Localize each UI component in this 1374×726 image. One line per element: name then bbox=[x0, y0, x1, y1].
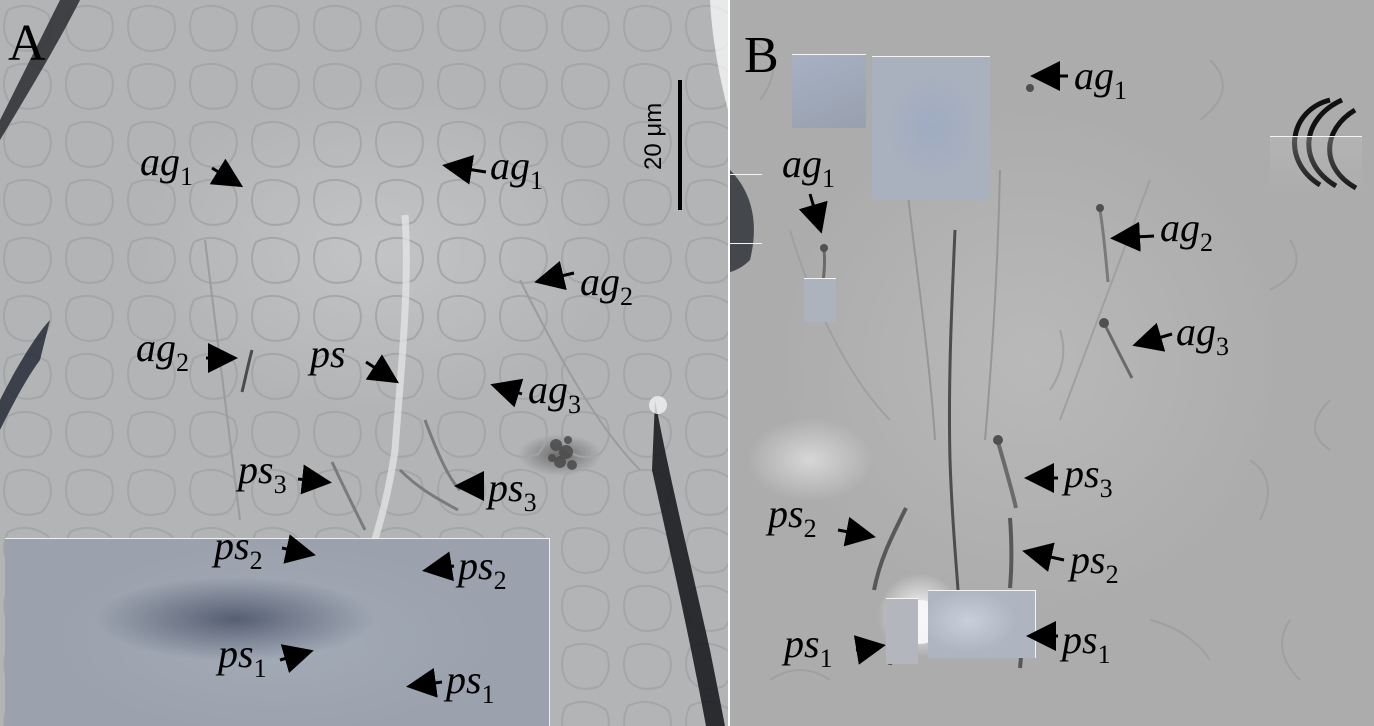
label-ps1-right: ps1 bbox=[446, 657, 495, 709]
label-ps3-right: ps3 bbox=[488, 465, 537, 517]
label-ps3: ps3 bbox=[1064, 451, 1113, 503]
arrow-ag1-right bbox=[442, 154, 487, 185]
panel-a-arrows bbox=[206, 154, 575, 698]
label-ag2-right: ag2 bbox=[580, 259, 633, 311]
label-ag1-top: ag1 bbox=[1074, 53, 1127, 105]
micrograph-panel-b: B ag1 ag1 ag2 ag3 ps3 ps2 ps2 ps1 ps1 bbox=[730, 0, 1374, 726]
label-ps2-right: ps2 bbox=[458, 543, 507, 595]
arrow-ag1-left bbox=[798, 193, 828, 234]
label-ps2-left: ps2 bbox=[214, 523, 263, 575]
arrow-ag2-right bbox=[534, 260, 575, 291]
label-ps: ps bbox=[310, 331, 346, 376]
label-ag2: ag2 bbox=[1160, 205, 1213, 257]
label-ag3: ag3 bbox=[1176, 309, 1229, 361]
label-ps3-left: ps3 bbox=[238, 447, 287, 499]
inset-image-b6 bbox=[1270, 136, 1362, 196]
label-ps1-left: ps1 bbox=[218, 631, 267, 683]
scale-bar bbox=[678, 80, 682, 210]
panel-label-a: A bbox=[8, 15, 46, 72]
arrow-ps2-left bbox=[837, 516, 876, 547]
panel-label-b: B bbox=[744, 27, 779, 84]
inset-image-b2 bbox=[872, 56, 990, 200]
panel-b-arrows bbox=[798, 61, 1173, 665]
arrow-ps1-left bbox=[853, 635, 886, 665]
arrow-ps2-left bbox=[281, 534, 316, 564]
label-ps2-left: ps2 bbox=[768, 491, 817, 543]
inset-image-b5 bbox=[928, 590, 1036, 658]
label-ag1-left: ag1 bbox=[782, 141, 835, 193]
arrow-ps1-right bbox=[406, 667, 443, 698]
label-ag2-left: ag2 bbox=[136, 325, 189, 377]
inset-image-b4 bbox=[886, 598, 918, 664]
micrograph-panel-a: A 20 μm ag1 ag1 ag2 ag2 ps ag3 ps3 ps3 p… bbox=[0, 0, 728, 726]
inset-image-b3 bbox=[804, 278, 836, 322]
label-ps1-left: ps1 bbox=[784, 621, 833, 673]
inset-image-b1 bbox=[792, 54, 866, 128]
label-ag1-left: ag1 bbox=[140, 139, 193, 191]
arrow-ps1-left bbox=[279, 644, 314, 674]
inset-image-b7 bbox=[730, 174, 762, 244]
arrow-ag3 bbox=[1132, 322, 1173, 352]
arrow-ps3-left bbox=[297, 464, 332, 495]
arrow-ag2 bbox=[1110, 221, 1155, 252]
arrow-ag1-left bbox=[209, 158, 244, 188]
arrow-ps bbox=[365, 354, 400, 384]
arrow-ag3 bbox=[490, 378, 524, 408]
arrow-ps2-right bbox=[422, 551, 455, 582]
label-ps2-right: ps2 bbox=[1070, 537, 1119, 589]
label-ag3: ag3 bbox=[528, 367, 581, 419]
arrow-ps2-right bbox=[1022, 542, 1065, 572]
label-ps1-right: ps1 bbox=[1062, 617, 1111, 669]
label-ag1-right: ag1 bbox=[490, 143, 543, 195]
inset-image-a bbox=[5, 538, 550, 726]
